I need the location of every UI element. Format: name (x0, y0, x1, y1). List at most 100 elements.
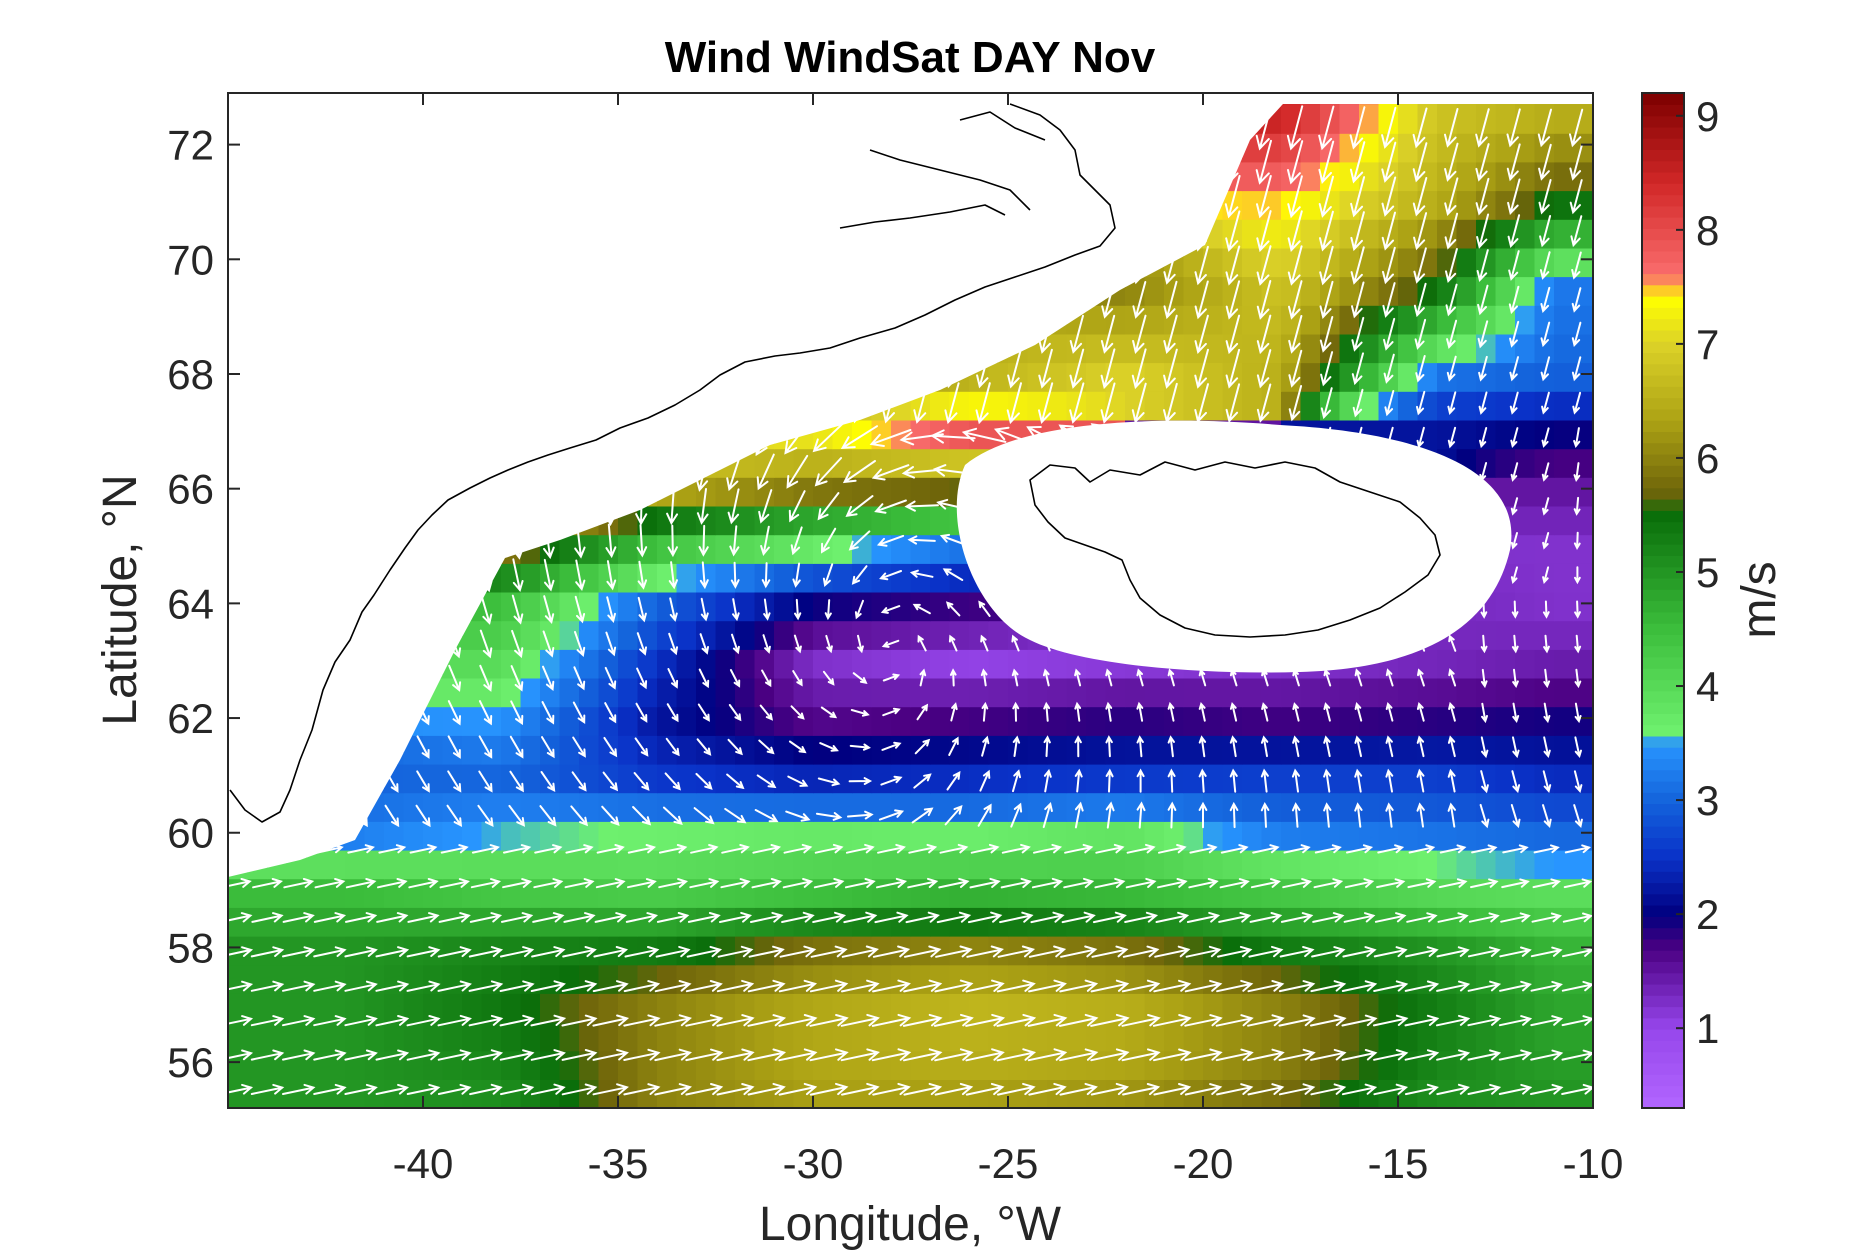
wind-vector (1074, 735, 1082, 758)
wind-vector (637, 118, 645, 138)
heatmap-cell (1359, 1050, 1380, 1080)
wind-vector (1448, 634, 1457, 652)
wind-vector (786, 454, 809, 489)
wind-vector (996, 1048, 1037, 1062)
wind-vector (1312, 912, 1345, 923)
wind-vector (1261, 531, 1269, 551)
wind-vector (627, 878, 657, 889)
heatmap-cell (423, 1079, 444, 1108)
heatmap-cell (501, 735, 522, 765)
heatmap-cell (696, 620, 717, 650)
heatmap-cell (1300, 333, 1321, 364)
wind-vector (812, 911, 847, 923)
heatmap-cell (247, 1079, 268, 1108)
heatmap-cell (1554, 936, 1575, 966)
wind-vector (417, 629, 430, 659)
heatmap-cell (813, 591, 834, 622)
wind-vector (231, 486, 244, 527)
wind-vector (228, 946, 254, 957)
wind-vector (316, 844, 344, 854)
wind-vector (1042, 152, 1051, 172)
wind-vector (230, 558, 244, 593)
wind-vector (949, 152, 957, 172)
wind-vector (449, 594, 462, 625)
wind-vector (261, 735, 274, 759)
heatmap-cell (949, 620, 970, 650)
wind-vector (939, 533, 966, 546)
x-tick-label: -20 (1173, 1140, 1234, 1187)
heatmap-cell (423, 1050, 444, 1080)
colorbar-segment (1642, 239, 1684, 252)
wind-vector (1477, 320, 1489, 349)
wind-vector (851, 383, 866, 424)
wind-vector (731, 633, 740, 655)
wind-vector (542, 665, 555, 692)
heatmap-cell (988, 649, 1009, 679)
heatmap-cell (1125, 849, 1146, 880)
heatmap-cell (832, 849, 853, 880)
heatmap-cell (286, 936, 307, 966)
heatmap-cell (910, 448, 931, 478)
heatmap-cell (910, 907, 931, 937)
heatmap-cell (286, 993, 307, 1023)
wind-vector (758, 739, 775, 755)
heatmap-cell (852, 591, 873, 622)
heatmap-cell (1398, 419, 1419, 450)
colorbar-segment (1642, 634, 1684, 647)
heatmap-cell (618, 763, 639, 794)
heatmap-cell (969, 391, 990, 421)
wind-vector (387, 521, 400, 560)
heatmap-cell (1534, 620, 1555, 650)
wind-vector (907, 535, 936, 545)
wind-vector (840, 1013, 880, 1027)
heatmap-cell (1437, 993, 1458, 1023)
heatmap-cell (1281, 161, 1302, 192)
wind-vector (447, 415, 462, 460)
colorbar-segment (1642, 769, 1684, 782)
wind-vector (1090, 1013, 1130, 1027)
wind-vector (882, 315, 897, 354)
wind-vector (634, 737, 649, 757)
heatmap-cell (481, 907, 502, 937)
wind-vector (1194, 348, 1209, 389)
heatmap-cell (1183, 735, 1204, 765)
wind-vector (1043, 701, 1051, 722)
heatmap-cell (657, 677, 678, 708)
wind-vector (1447, 461, 1456, 483)
heatmap-cell (1242, 190, 1263, 220)
wind-vector (1186, 911, 1221, 923)
heatmap-cell (930, 735, 951, 765)
heatmap-cell (618, 563, 639, 593)
heatmap-cell (306, 849, 327, 880)
heatmap-cell (930, 677, 951, 708)
heatmap-cell (1456, 161, 1477, 192)
heatmap-cell (1515, 247, 1536, 278)
heatmap-cell (1456, 333, 1477, 364)
wind-vector (356, 393, 364, 413)
wind-vector (1198, 668, 1207, 687)
wind-vector (1510, 804, 1521, 829)
colorbar-segment (1642, 566, 1684, 579)
wind-vector (292, 629, 306, 659)
wind-vector (1445, 248, 1458, 284)
wind-vector (946, 770, 961, 791)
heatmap-cell (1417, 878, 1438, 908)
wind-vector (636, 667, 648, 690)
wind-vector (1070, 247, 1084, 285)
heatmap-cell (676, 849, 697, 880)
heatmap-cell (1183, 936, 1204, 966)
wind-vector (690, 844, 719, 854)
heatmap-cell (1359, 821, 1380, 851)
wind-vector (1000, 877, 1032, 889)
greenland-fjord-2 (839, 204, 1006, 229)
wind-vector (1028, 945, 1067, 958)
wind-vector (698, 668, 710, 689)
wind-vector (997, 1082, 1036, 1096)
heatmap-cell (1398, 305, 1419, 335)
colorbar-segment (1642, 1074, 1684, 1087)
wind-vector (1354, 634, 1363, 652)
wind-vector (654, 1048, 692, 1062)
heatmap-cell (1554, 391, 1575, 421)
heatmap-cell (1398, 821, 1419, 851)
wind-vector (778, 1014, 818, 1027)
